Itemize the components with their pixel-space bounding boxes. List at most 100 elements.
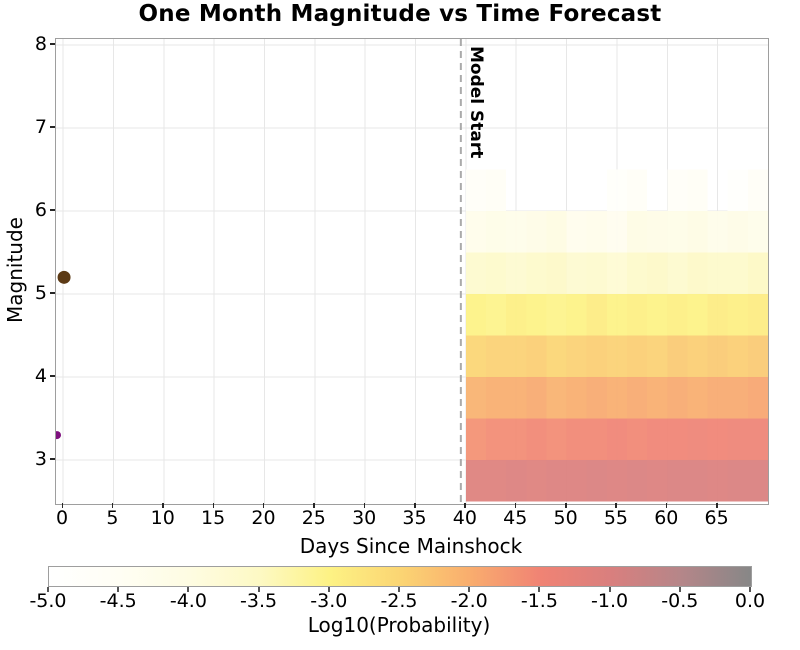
- x-tick-mark: [212, 503, 215, 508]
- x-tick-mark: [665, 503, 668, 508]
- plot-svg: [56, 39, 768, 504]
- heatmap-cell: [687, 169, 708, 211]
- colorbar-tick-label: -1.5: [520, 590, 558, 612]
- heatmap-cell: [647, 335, 668, 377]
- heatmap-cell: [667, 252, 688, 294]
- y-tick-mark: [50, 375, 55, 377]
- heatmap-cell: [727, 169, 748, 211]
- y-tick-label: 5: [34, 281, 47, 304]
- heatmap-cell: [566, 459, 587, 502]
- heatmap-cell: [747, 252, 768, 294]
- x-tick-label: 45: [503, 507, 528, 529]
- heatmap-cell: [667, 210, 688, 253]
- chart-title: One Month Magnitude vs Time Forecast: [138, 1, 662, 27]
- colorbar-tick-label: 0.0: [734, 590, 766, 612]
- heatmap-cell: [546, 210, 567, 253]
- heatmap-cell: [667, 376, 688, 419]
- heatmap-cell: [707, 418, 728, 460]
- heatmap-cell: [566, 418, 587, 460]
- heatmap-cell: [627, 210, 648, 253]
- heatmap-cell: [727, 335, 748, 377]
- heatmap-cell: [606, 335, 628, 377]
- heatmap-cell: [687, 210, 708, 253]
- heatmap-cell: [627, 459, 648, 502]
- heatmap-cell: [486, 169, 507, 211]
- heatmap-cell: [727, 376, 748, 419]
- colorbar-tick-mark: [47, 587, 49, 592]
- x-tick-mark: [162, 503, 164, 508]
- colorbar-tick-mark: [608, 587, 611, 592]
- heatmap-cell: [727, 418, 748, 460]
- heatmap-cell: [747, 169, 768, 211]
- colorbar-tick-label: -1.0: [591, 590, 629, 612]
- x-tick-label: 35: [402, 507, 427, 529]
- heatmap-cell: [606, 376, 628, 419]
- heatmap-cell: [486, 376, 507, 419]
- x-tick-label: 30: [352, 507, 377, 529]
- heatmap-cell: [465, 293, 487, 336]
- heatmap-cell: [707, 293, 728, 336]
- heatmap-cell: [486, 335, 507, 377]
- y-tick-label: 7: [34, 115, 47, 138]
- heatmap-cell: [526, 376, 547, 419]
- heatmap-cell: [627, 418, 648, 460]
- heatmap-cell: [647, 376, 668, 419]
- heatmap-cell: [506, 335, 527, 377]
- x-tick-mark: [313, 503, 315, 508]
- y-tick-label: 3: [34, 447, 47, 470]
- heatmap-cell: [606, 459, 628, 502]
- colorbar-tick-mark: [468, 587, 471, 592]
- heatmap-cell: [506, 418, 527, 460]
- y-axis-label: Magnitude: [3, 217, 27, 323]
- heatmap-cell: [627, 293, 648, 336]
- heatmap-cell: [707, 210, 728, 253]
- x-tick-label: 5: [106, 507, 119, 529]
- heatmap-cell: [707, 252, 728, 294]
- x-tick-label: 20: [251, 507, 276, 529]
- colorbar-gradient: [49, 567, 751, 586]
- heatmap-cell: [526, 335, 547, 377]
- heatmap-cell: [727, 293, 748, 336]
- heatmap-cell: [687, 459, 708, 502]
- heatmap-cell: [465, 169, 487, 211]
- heatmap-cell: [586, 335, 607, 377]
- heatmap-cell: [526, 252, 547, 294]
- y-tick-label: 6: [34, 198, 47, 221]
- x-tick-mark: [414, 503, 416, 508]
- heatmap-cell: [606, 169, 628, 211]
- colorbar-tick-label: -4.5: [99, 590, 137, 612]
- heatmap-cell: [566, 335, 587, 377]
- x-tick-label: 65: [704, 507, 729, 529]
- x-tick-mark: [716, 503, 718, 508]
- heatmap-cell: [465, 252, 487, 294]
- heatmap-cell: [727, 459, 748, 502]
- y-tick-label: 4: [34, 364, 47, 387]
- colorbar-tick-label: -2.5: [380, 590, 418, 612]
- colorbar-tick-label: -3.5: [240, 590, 278, 612]
- heatmap-cell: [667, 459, 688, 502]
- heatmap-cell: [687, 376, 708, 419]
- heatmap-cell: [747, 376, 768, 419]
- heatmap-cell: [566, 210, 587, 253]
- heatmap-cell: [566, 252, 587, 294]
- heatmap-cell: [647, 210, 668, 253]
- x-tick-mark: [565, 503, 567, 508]
- observed-event-dot: [56, 431, 62, 440]
- heatmap-cell: [627, 169, 648, 211]
- colorbar-tick-mark: [327, 587, 330, 592]
- heatmap-cell: [606, 252, 628, 294]
- heatmap-cell: [465, 210, 487, 253]
- colorbar-tick-mark: [187, 587, 190, 592]
- heatmap-cell: [747, 459, 768, 502]
- heatmap-cell: [465, 335, 487, 377]
- colorbar-tick-label: -5.0: [29, 590, 67, 612]
- x-tick-mark: [464, 503, 466, 508]
- heatmap-cell: [586, 252, 607, 294]
- heatmap-cell: [627, 252, 648, 294]
- x-tick-label: 50: [553, 507, 578, 529]
- heatmap-cell: [506, 376, 527, 419]
- x-tick-mark: [111, 503, 114, 508]
- heatmap-cell: [546, 459, 567, 502]
- x-tick-label: 40: [452, 507, 477, 529]
- heatmap-cell: [606, 210, 628, 253]
